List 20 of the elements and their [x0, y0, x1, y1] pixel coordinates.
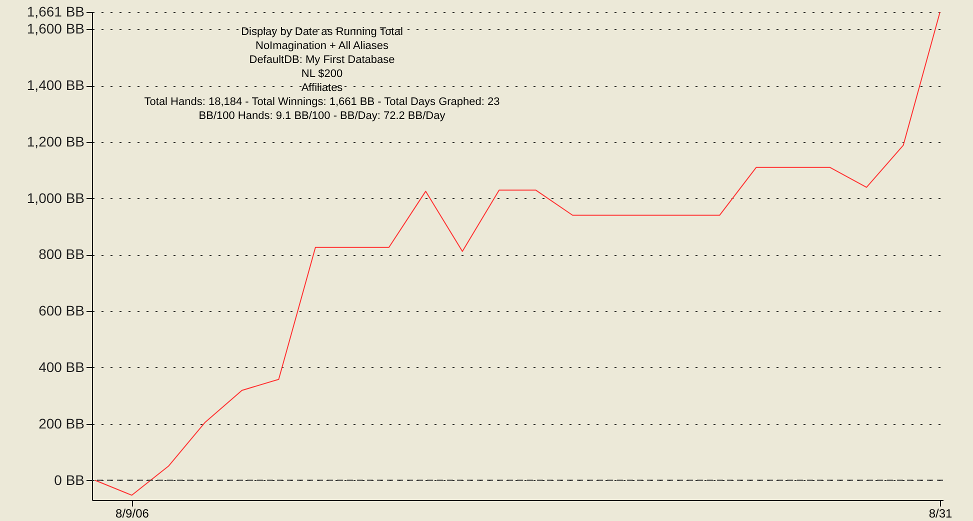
- y-tick-label: 400 BB: [38, 359, 84, 375]
- y-tick-label: 800 BB: [38, 246, 84, 262]
- annotation: BB/100 Hands: 9.1 BB/100 - BB/Day: 72.2 BB/Day: [198, 110, 446, 122]
- annotation: Total Hands: 18,184 - Total Winnings: 1,661 BB - Total Days Graphed: 23: [144, 96, 500, 108]
- annotation: DefaultDB: My First Database: [249, 54, 395, 66]
- y-tick-label: 1,400 BB: [26, 77, 84, 94]
- y-tick-label: 200 BB: [38, 415, 84, 432]
- y-tick-label: 1,661 BB: [26, 4, 84, 20]
- x-tick-label: 8/9/06: [116, 506, 150, 520]
- y-tick-label: 600 BB: [38, 302, 84, 319]
- annotation: Display by Date as Running Total: [241, 26, 403, 38]
- annotation: Affiliates: [301, 82, 344, 94]
- x-tick-label: 8/31: [928, 506, 952, 520]
- y-tick-label: 1,200 BB: [26, 133, 84, 150]
- y-tick-label: 1,600 BB: [26, 20, 84, 37]
- y-tick-label: 0 BB: [54, 472, 84, 488]
- line-series: [94, 12, 940, 496]
- y-tick-label: 1,000 BB: [26, 190, 84, 206]
- annotation: NoImagination + All Aliases: [256, 40, 389, 52]
- annotation: NL $200: [301, 68, 343, 80]
